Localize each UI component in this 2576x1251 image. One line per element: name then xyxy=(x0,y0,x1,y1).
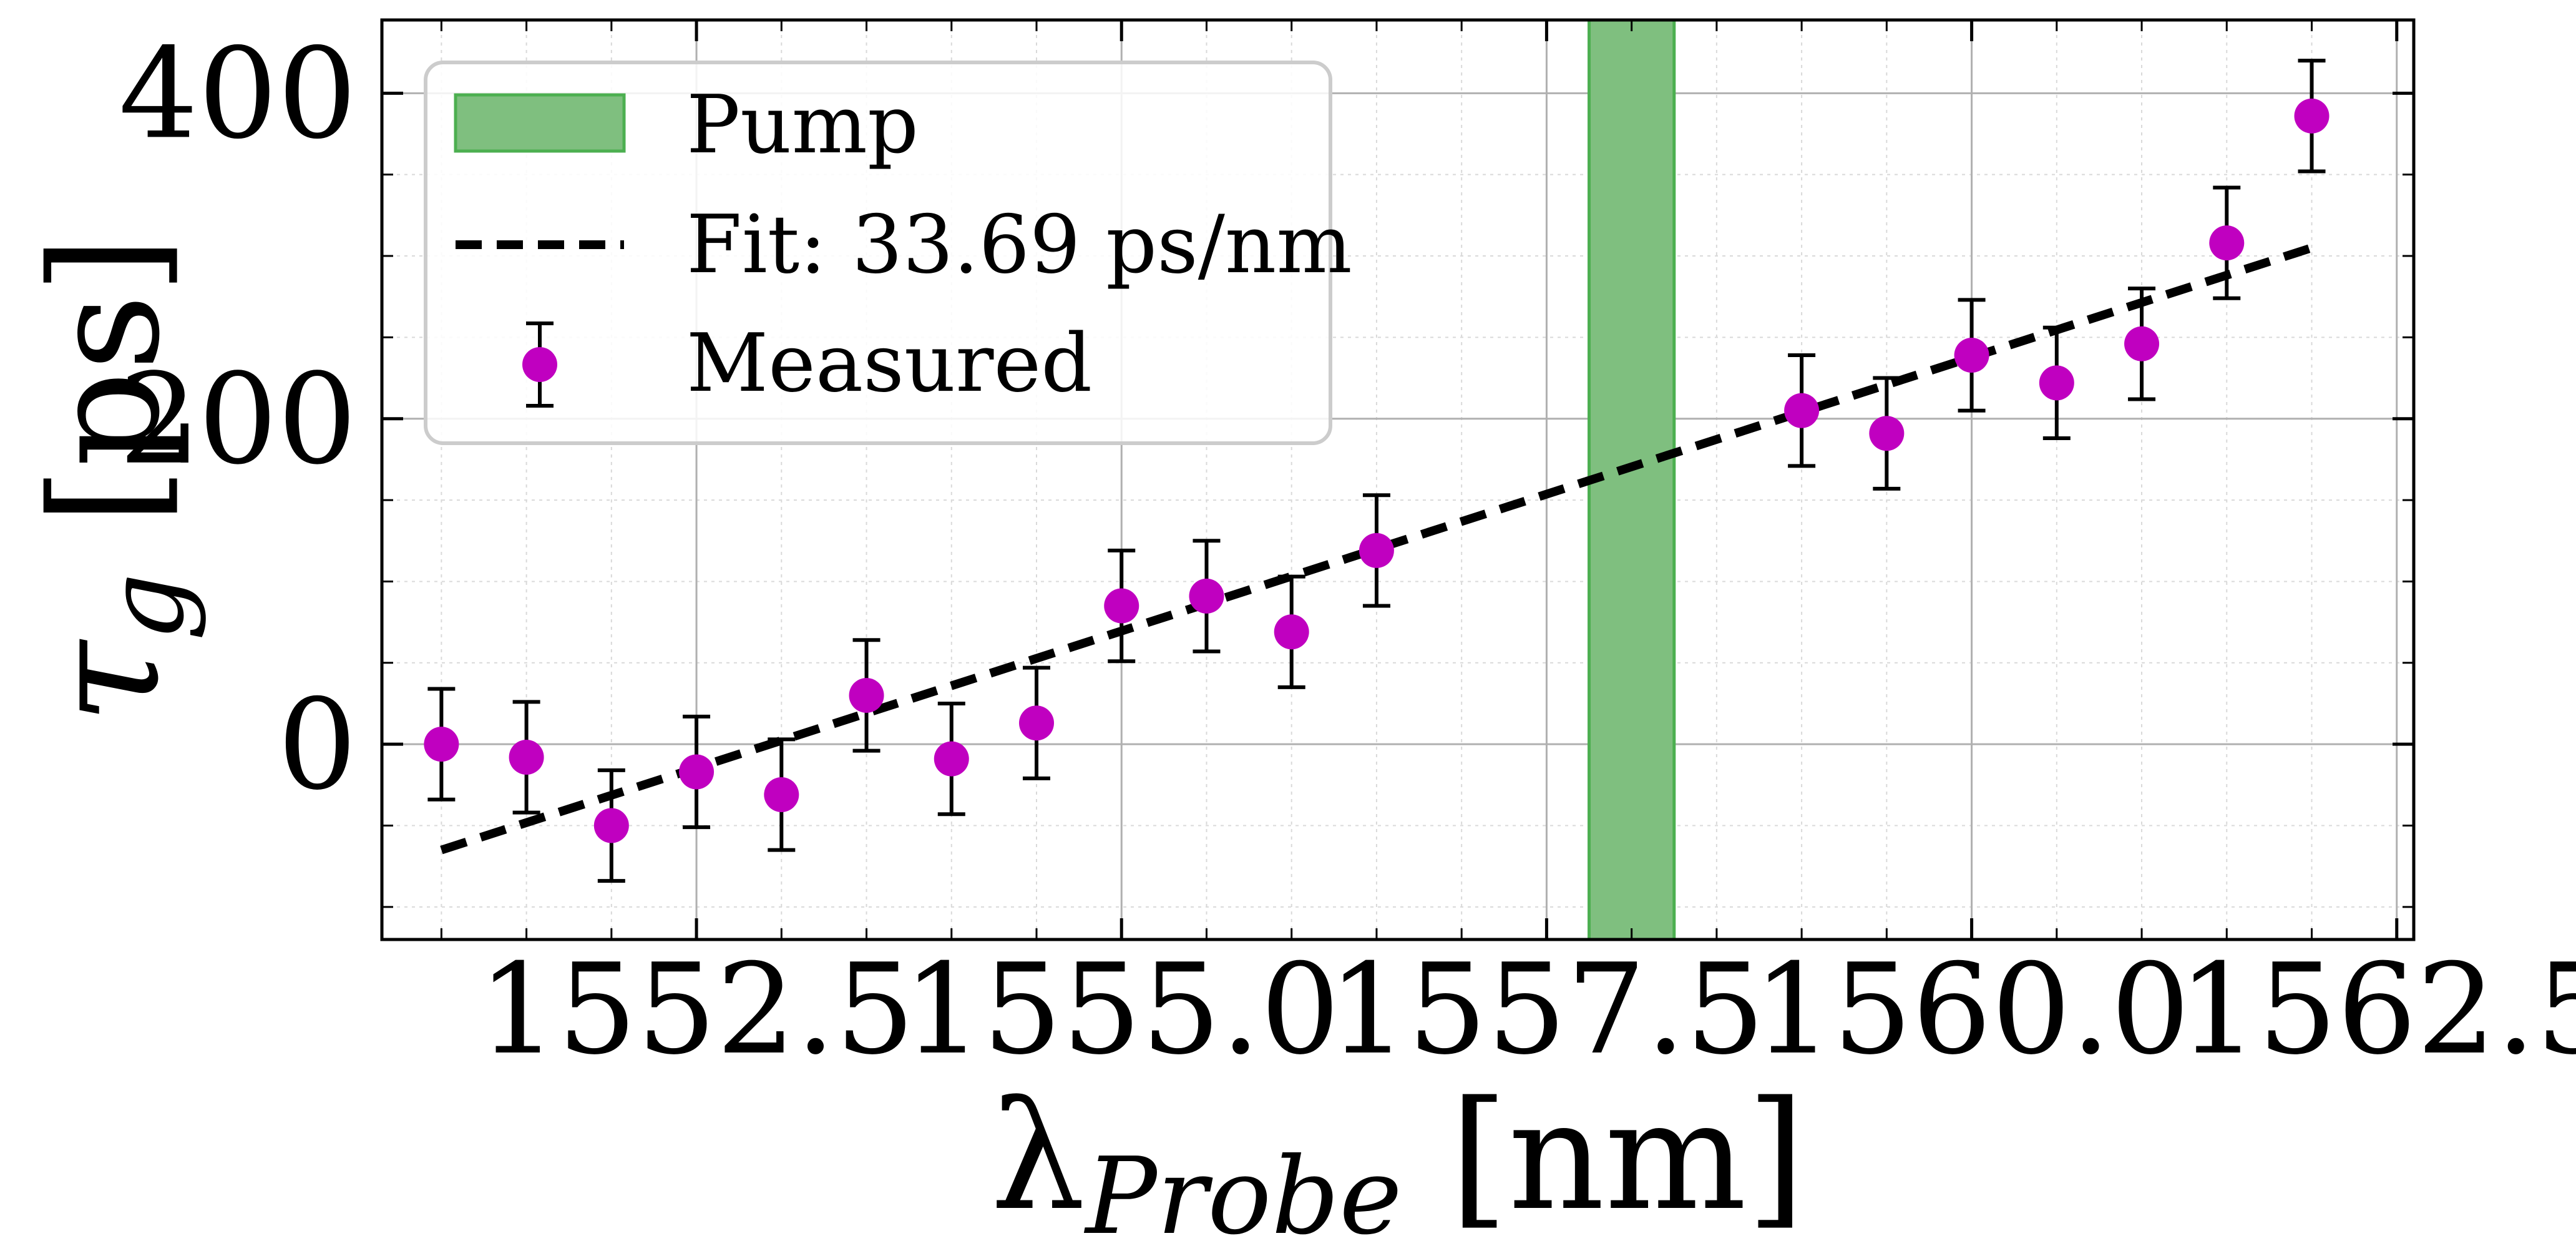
measured-points-layer xyxy=(424,59,2330,883)
x-axis-label: λProbe [nm] xyxy=(990,1069,1805,1251)
x-tick-label: 1562.5 xyxy=(2178,937,2576,1082)
legend-pump-label: Pump xyxy=(686,79,919,172)
x-axis-label-sub: Probe xyxy=(1083,1135,1402,1251)
x-tick-label: 1552.5 xyxy=(478,937,915,1082)
x-tick-label: 1555.0 xyxy=(903,937,1340,1082)
measured-point xyxy=(934,741,969,777)
measured-point xyxy=(2209,225,2245,261)
legend-pump-swatch xyxy=(454,93,626,153)
legend-measured-swatch xyxy=(522,321,557,408)
x-axis-label-main: λ xyxy=(990,1069,1085,1244)
measured-point xyxy=(424,727,459,762)
y-axis-label-unit: [ps] xyxy=(18,236,193,573)
legend-fit-label: Fit: 33.69 ps/nm xyxy=(686,199,1352,292)
y-axis-label: τg [ps] xyxy=(18,236,208,724)
legend: Pump Fit: 33.69 ps/nm Measured xyxy=(424,61,1352,445)
measured-point xyxy=(849,677,884,713)
x-axis-label-unit: [nm] xyxy=(1402,1069,1805,1244)
x-tick-label: 1560.0 xyxy=(1754,937,2190,1082)
x-tick-label: 1557.5 xyxy=(1329,937,1765,1082)
legend-measured-label: Measured xyxy=(686,317,1092,410)
measured-point xyxy=(2039,365,2074,401)
measured-point xyxy=(1019,705,1055,741)
measured-point xyxy=(1869,416,1905,451)
y-tick-label: 400 xyxy=(119,21,357,167)
y-axis-label-sub: g xyxy=(84,573,208,641)
measured-point xyxy=(1189,578,1224,614)
measured-point xyxy=(1104,588,1139,624)
measured-point xyxy=(1954,338,1989,373)
axis-ticks xyxy=(382,20,2414,939)
measured-point xyxy=(2124,326,2160,361)
measured-point xyxy=(509,740,544,775)
y-tick-label: 200 xyxy=(119,347,357,493)
measured-point xyxy=(2294,98,2330,134)
measured-point xyxy=(1784,393,1820,428)
plot-frame xyxy=(380,18,2416,941)
legend-box xyxy=(424,61,1332,445)
measured-point xyxy=(1359,532,1394,568)
y-tick-label: 0 xyxy=(278,672,357,818)
y-axis-label-main: τ xyxy=(18,639,193,724)
measured-point xyxy=(679,754,715,790)
measured-point xyxy=(764,777,799,812)
measured-point xyxy=(1274,614,1309,650)
measured-point xyxy=(593,808,629,843)
legend-measured-marker xyxy=(522,347,557,382)
